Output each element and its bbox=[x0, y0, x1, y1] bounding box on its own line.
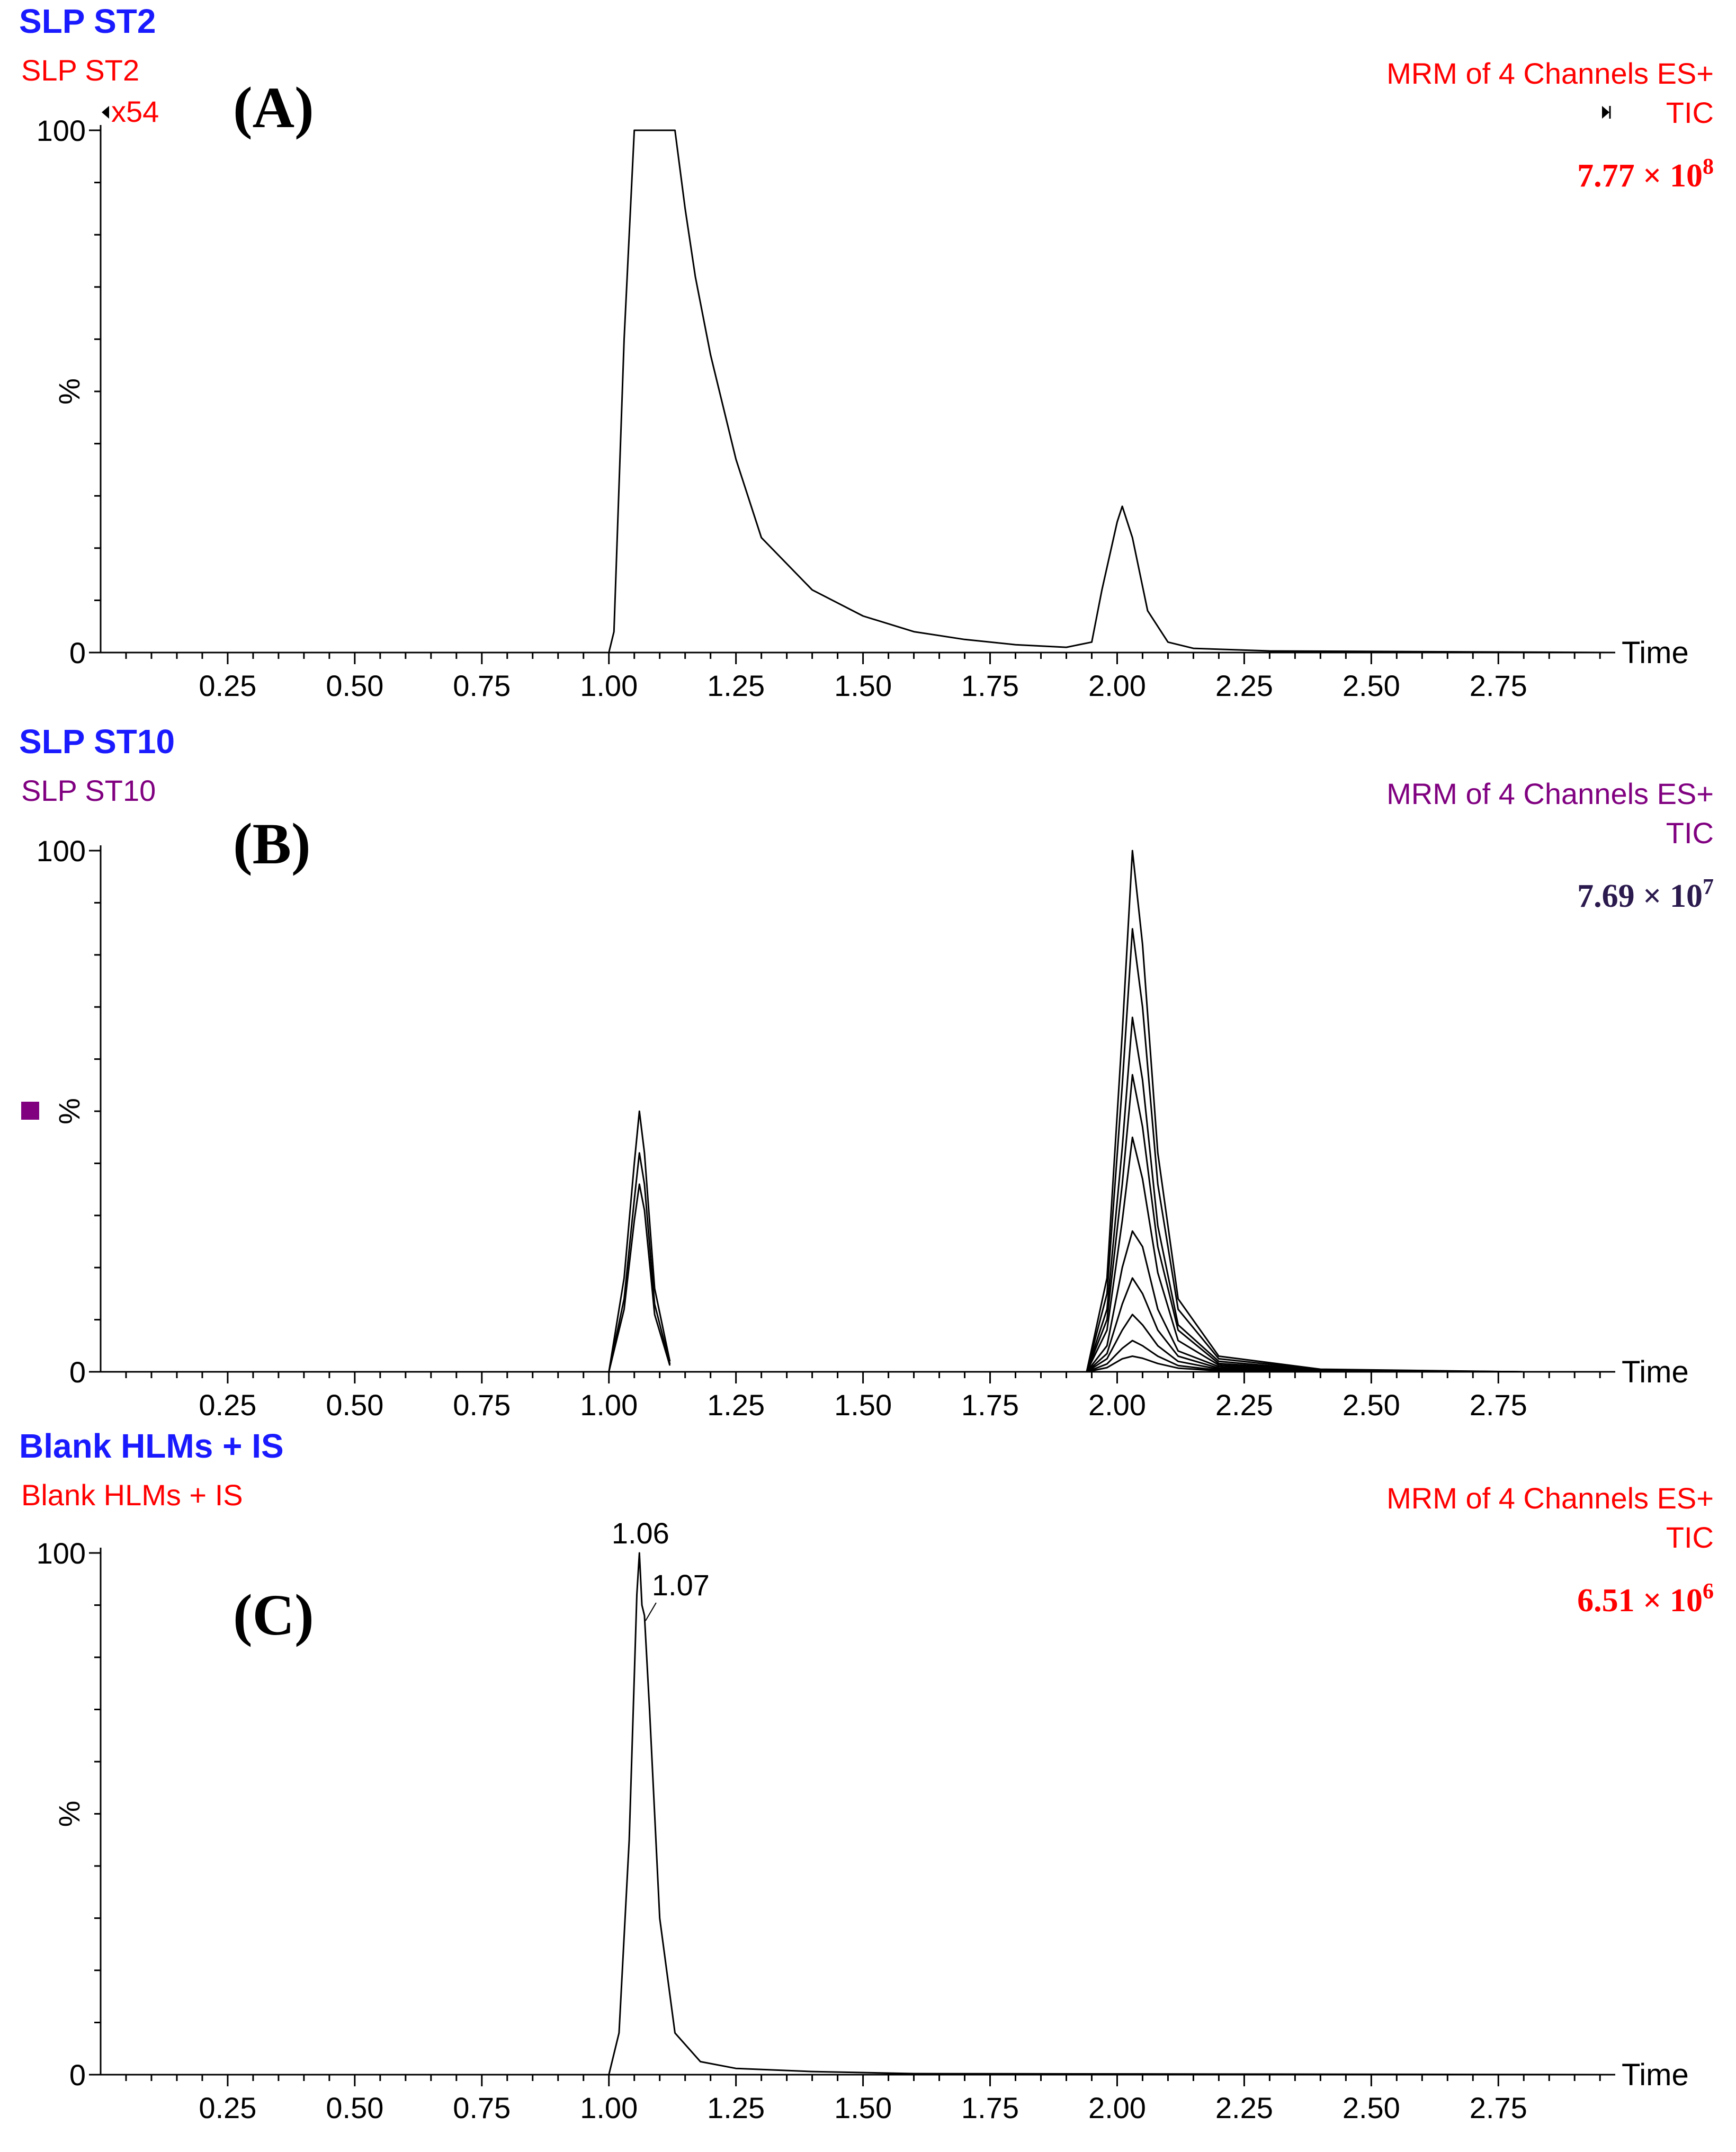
y-tick-label: 0 bbox=[69, 636, 86, 669]
x-tick-label: 2.00 bbox=[1088, 2091, 1146, 2124]
series-line-3 bbox=[608, 1183, 671, 1372]
trace-label: TIC bbox=[1666, 1521, 1714, 1554]
series-line-5 bbox=[1086, 928, 1524, 1373]
chart-panel-1: SLP ST2 SLP ST2 x54 MRM of 4 Channels ES+ TI… bbox=[19, 2, 1714, 702]
x-tick-label: 0.25 bbox=[199, 669, 256, 702]
intensity-label: 7.77 × 108 bbox=[1577, 155, 1714, 194]
y-tick-label: 0 bbox=[69, 2058, 86, 2092]
x-tick-label: 1.25 bbox=[707, 2091, 765, 2124]
x-tick-label: 2.25 bbox=[1215, 1388, 1273, 1422]
x-tick-label: 2.75 bbox=[1470, 669, 1527, 702]
series-line-6 bbox=[1086, 1016, 1524, 1373]
x-tick-label: 2.75 bbox=[1470, 2091, 1527, 2124]
acquisition-label: MRM of 4 Channels ES+ bbox=[1386, 1481, 1714, 1515]
series-line-13 bbox=[1086, 1355, 1524, 1373]
x-tick-label: 1.50 bbox=[834, 1388, 892, 1422]
channel-marker bbox=[21, 1102, 39, 1120]
y-axis-label: % bbox=[52, 1801, 86, 1827]
scale-factor-label: x54 bbox=[111, 95, 159, 128]
series-line-1 bbox=[101, 1552, 1616, 2076]
series-line-10 bbox=[1086, 1277, 1524, 1373]
x-tick-label: 0.75 bbox=[453, 1388, 511, 1422]
panel-label: (B) bbox=[233, 811, 311, 876]
series-line-2 bbox=[608, 1152, 671, 1372]
x-tick-label: 2.00 bbox=[1088, 669, 1146, 702]
trace-label: TIC bbox=[1666, 816, 1714, 850]
x-tick-label: 2.00 bbox=[1088, 1388, 1146, 1422]
x-tick-label: 1.50 bbox=[834, 2091, 892, 2124]
x-tick-label: 1.00 bbox=[580, 1388, 638, 1422]
y-tick-label: 100 bbox=[37, 1537, 86, 1570]
peak-label: 1.07 bbox=[652, 1568, 710, 1602]
x-tick-label: 0.50 bbox=[326, 669, 383, 702]
sample-subtitle: SLP ST2 bbox=[21, 53, 139, 87]
x-tick-label: 2.50 bbox=[1343, 2091, 1400, 2124]
x-tick-label: 0.50 bbox=[326, 2091, 383, 2124]
panel-label: (A) bbox=[233, 75, 314, 140]
x-tick-label: 0.50 bbox=[326, 1388, 383, 1422]
series-line-7 bbox=[1086, 1074, 1524, 1373]
x-tick-label: 1.75 bbox=[961, 1388, 1019, 1422]
series-line-1 bbox=[608, 1110, 671, 1372]
panel-label: (C) bbox=[233, 1583, 314, 1647]
intensity-label: 6.51 × 106 bbox=[1577, 1579, 1714, 1619]
x-tick-label: 1.25 bbox=[707, 669, 765, 702]
y-tick-label: 100 bbox=[37, 834, 86, 868]
series-line-4 bbox=[1086, 850, 1524, 1373]
y-tick-label: 100 bbox=[37, 114, 86, 147]
x-tick-label: 2.25 bbox=[1215, 2091, 1273, 2124]
intensity-label: 7.69 × 107 bbox=[1577, 875, 1714, 914]
x-tick-label: 1.75 bbox=[961, 2091, 1019, 2124]
chart-panel-3: Blank HLMs + IS Blank HLMs + IS MRM of 4 C… bbox=[19, 1427, 1714, 2124]
peak-label-leader bbox=[645, 1602, 657, 1621]
x-tick-label: 1.50 bbox=[834, 669, 892, 702]
sample-title: Blank HLMs + IS bbox=[19, 1427, 284, 1465]
x-tick-label: 2.50 bbox=[1343, 669, 1400, 702]
x-tick-label: 2.50 bbox=[1343, 1388, 1400, 1422]
x-tick-label: 0.75 bbox=[453, 2091, 511, 2124]
x-tick-label: 1.25 bbox=[707, 1388, 765, 1422]
trace-label: TIC bbox=[1666, 96, 1714, 129]
series-line-9 bbox=[1086, 1230, 1524, 1373]
x-tick-label: 1.75 bbox=[961, 669, 1019, 702]
y-axis-label: % bbox=[52, 378, 86, 405]
sample-title: SLP ST2 bbox=[19, 2, 156, 40]
acquisition-label: MRM of 4 Channels ES+ bbox=[1386, 57, 1714, 90]
sample-subtitle: Blank HLMs + IS bbox=[21, 1478, 243, 1512]
series-line-11 bbox=[1086, 1314, 1524, 1373]
x-tick-label: 0.75 bbox=[453, 669, 511, 702]
peak-label: 1.06 bbox=[612, 1516, 669, 1550]
x-axis-label: Time bbox=[1622, 2058, 1689, 2092]
series-line-1 bbox=[101, 129, 1616, 654]
x-tick-label: 0.25 bbox=[199, 2091, 256, 2124]
x-tick-label: 2.25 bbox=[1215, 669, 1273, 702]
x-axis-label: Time bbox=[1622, 636, 1689, 670]
chart-panel-2: SLP ST10 SLP ST10 MRM of 4 Channels ES+ TIC… bbox=[19, 722, 1714, 1422]
x-tick-label: 1.00 bbox=[580, 669, 638, 702]
scale-right-arrow-icon bbox=[1602, 106, 1609, 119]
y-axis-label: % bbox=[52, 1098, 86, 1124]
acquisition-label: MRM of 4 Channels ES+ bbox=[1386, 777, 1714, 810]
x-tick-label: 2.75 bbox=[1470, 1388, 1527, 1422]
y-tick-label: 0 bbox=[69, 1355, 86, 1389]
x-axis-label: Time bbox=[1622, 1355, 1689, 1389]
sample-subtitle: SLP ST10 bbox=[21, 774, 156, 807]
sample-title: SLP ST10 bbox=[19, 722, 175, 761]
x-tick-label: 0.25 bbox=[199, 1388, 256, 1422]
scale-left-arrow-icon bbox=[102, 106, 109, 119]
x-tick-label: 1.00 bbox=[580, 2091, 638, 2124]
